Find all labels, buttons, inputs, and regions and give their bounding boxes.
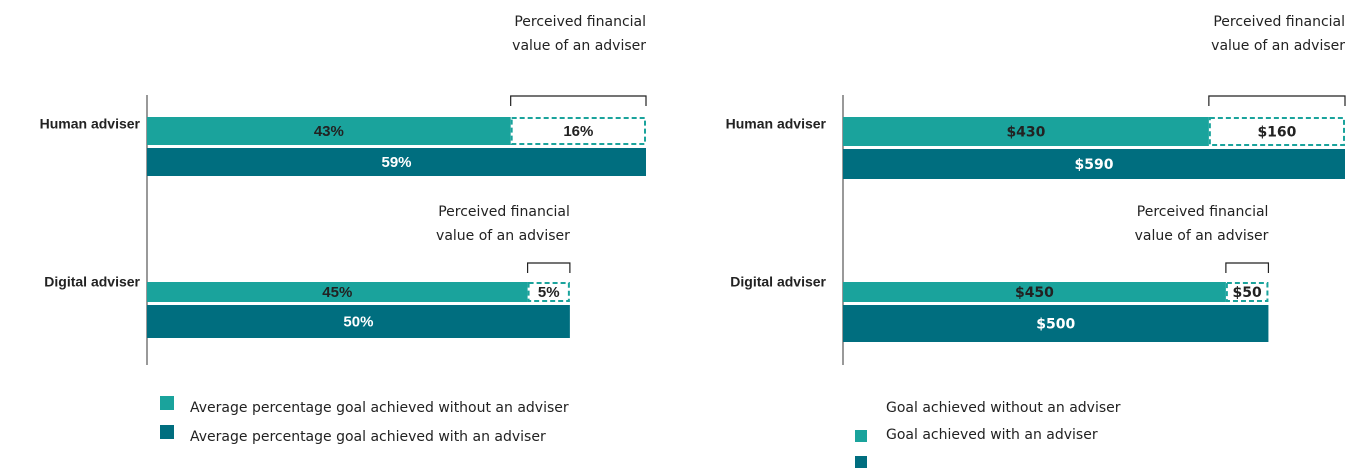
gap-bar (1208, 117, 1345, 146)
value-label: $50 (1233, 285, 1262, 301)
bar (843, 117, 1209, 146)
value-label: 45% (322, 284, 352, 301)
value-label: $160 (1257, 125, 1296, 141)
bar (147, 282, 528, 302)
annotation: value of an adviser (436, 228, 570, 244)
legend-label: Goal achieved with an adviser (886, 427, 1098, 443)
gap-bar (510, 117, 647, 145)
category-label: Human adviser (40, 116, 141, 132)
annotation: value of an adviser (1211, 38, 1345, 54)
bracket (1208, 95, 1346, 106)
annotation: Perceived financial (1213, 14, 1345, 30)
annotation: Perceived financial (514, 14, 646, 30)
value-label: $430 (1006, 125, 1045, 141)
value-label: 43% (314, 123, 344, 140)
legend-label: Goal achieved without an adviser (886, 400, 1121, 416)
chart-panel: Human adviser $430 $160 $590 Perceived finan… (726, 14, 1346, 468)
bar (147, 148, 646, 176)
annotation: value of an adviser (1135, 228, 1269, 244)
bar (843, 282, 1226, 302)
annotation: Perceived financial (1137, 204, 1269, 220)
value-label: 59% (381, 154, 411, 171)
bracket (526, 262, 571, 273)
legend-swatch (855, 456, 867, 468)
category-label: Digital adviser (44, 274, 140, 290)
value-label: $450 (1015, 285, 1054, 301)
chart-panel: Human adviser 43% 16% 59% Perceived financia… (40, 14, 647, 445)
annotation: value of an adviser (512, 38, 646, 54)
bracket (1225, 262, 1270, 273)
category-label: Digital adviser (730, 274, 826, 290)
bar (843, 305, 1269, 342)
legend-swatch (160, 425, 174, 439)
legend-label: Average percentage goal achieved with an… (190, 429, 546, 445)
bar (843, 149, 1345, 179)
value-label: $500 (1036, 317, 1075, 333)
gap-bar (527, 282, 570, 302)
bar (147, 305, 570, 338)
category-label: Human adviser (726, 116, 827, 132)
gap-bar (1225, 282, 1269, 302)
bar (147, 117, 511, 145)
legend-swatch (855, 430, 867, 442)
legend-swatch (160, 396, 174, 410)
value-label: 16% (563, 123, 593, 140)
value-label: 50% (343, 313, 373, 330)
legend-label: Average percentage goal achieved without… (190, 400, 569, 416)
annotation: Perceived financial (438, 204, 570, 220)
value-label: 5% (538, 284, 560, 301)
bracket (510, 95, 647, 106)
value-label: $590 (1075, 157, 1114, 173)
